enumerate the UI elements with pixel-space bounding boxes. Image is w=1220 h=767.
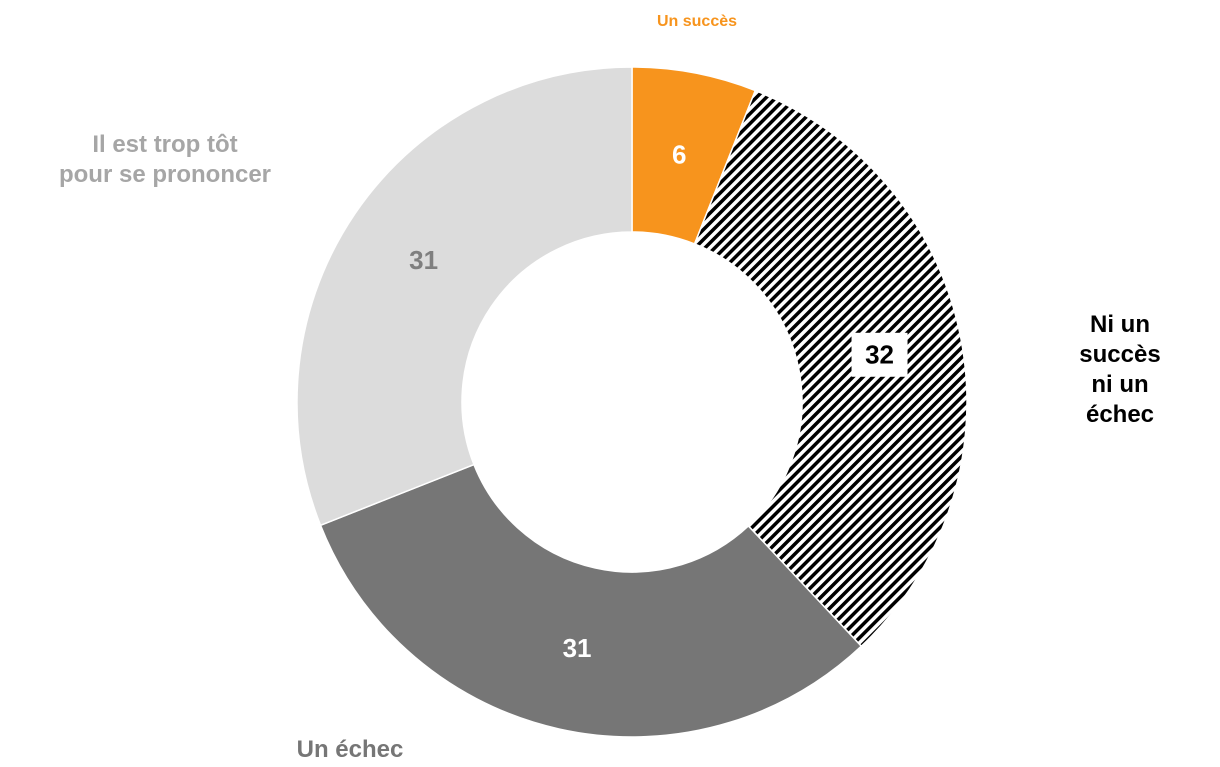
- value-label: 32: [865, 340, 894, 370]
- category-label: Un succès: [656, 13, 738, 30]
- category-label: Un échec: [296, 736, 404, 763]
- value-label: 31: [563, 633, 592, 663]
- donut-slice: [693, 89, 968, 648]
- value-label: 31: [409, 245, 438, 275]
- value-label: 6: [672, 139, 686, 169]
- category-label: Il est trop tôt pour se prononcer: [58, 131, 272, 188]
- donut-slice: [296, 66, 633, 527]
- donut-slice: [319, 463, 863, 738]
- category-label: Ni un succès ni un échec: [1079, 311, 1161, 428]
- value-label-box: [851, 332, 908, 377]
